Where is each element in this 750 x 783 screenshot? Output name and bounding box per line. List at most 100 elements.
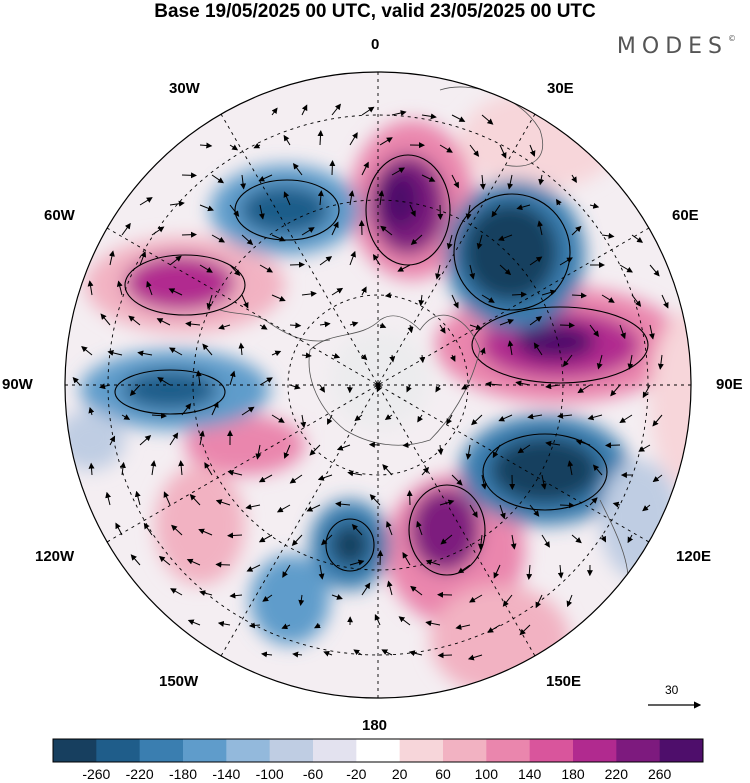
wind-arrow <box>349 132 358 146</box>
wind-arrow <box>510 534 517 550</box>
wind-arrow <box>331 594 343 600</box>
wind-arrow <box>537 220 544 236</box>
wind-arrow <box>227 532 243 539</box>
wind-arrow <box>121 414 131 420</box>
wind-arrow <box>306 504 321 512</box>
colorbar-swatch <box>183 739 227 762</box>
wind-arrow <box>331 103 341 116</box>
wind-arrow <box>435 264 441 280</box>
wind-arrow <box>87 280 94 296</box>
lon-label-60e: 60E <box>672 207 699 224</box>
wind-arrow <box>391 167 405 176</box>
lon-label-150e: 150E <box>546 673 582 690</box>
colorbar <box>52 738 704 763</box>
wind-arrow <box>88 406 95 416</box>
wind-arrow <box>592 464 603 476</box>
wind-arrow <box>571 534 582 544</box>
colorbar-tick-label: 60 <box>435 766 451 782</box>
wind-arrow <box>446 414 453 425</box>
wind-arrow <box>259 377 273 386</box>
wind-arrow <box>248 622 261 629</box>
wind-arrow <box>612 501 621 508</box>
wind-arrow <box>469 504 478 518</box>
wind-arrow <box>331 287 344 296</box>
wind-arrow <box>323 650 333 657</box>
graticule <box>65 72 691 698</box>
wind-arrow <box>143 522 153 536</box>
wind-arrow <box>319 384 325 393</box>
wind-arrow <box>271 350 282 357</box>
lon-label-60w: 60W <box>44 207 75 224</box>
wind-arrow <box>146 280 153 296</box>
wind-arrow <box>292 651 303 658</box>
wind-arrow <box>318 564 325 580</box>
wind-arrow <box>349 321 359 328</box>
wind-arrow <box>631 234 644 243</box>
wind-arrow <box>211 234 226 243</box>
anomaly-field <box>65 72 691 698</box>
wind-arrow <box>169 432 179 446</box>
colorbar-swatch <box>573 739 617 762</box>
wind-arrow <box>451 294 459 309</box>
wind-arrow <box>169 347 183 356</box>
colorbar-tick-label: -140 <box>212 766 241 782</box>
wind-arrow <box>529 504 540 517</box>
colorbar-tick-label: 140 <box>517 766 542 782</box>
wind-arrow <box>652 474 663 483</box>
wind-arrow <box>347 470 363 477</box>
wind-arrow <box>202 343 213 356</box>
wind-arrow <box>381 649 393 656</box>
wind-arrow <box>109 435 116 446</box>
wind-arrow <box>158 555 171 566</box>
wind-arrow <box>81 346 93 356</box>
wind-arrow <box>421 174 436 182</box>
wind-arrow <box>386 580 393 596</box>
colorbar-swatch <box>96 739 141 762</box>
wind-arrow <box>457 564 471 574</box>
wind-arrow <box>301 227 315 236</box>
wind-arrow <box>385 520 393 536</box>
colorbar-tick-label: -260 <box>82 766 111 782</box>
wind-arrow <box>139 251 147 266</box>
wind-arrow <box>349 250 356 266</box>
wind-arrow <box>540 474 547 490</box>
wind-arrow <box>529 144 536 157</box>
wind-arrow <box>610 384 621 397</box>
wind-arrow <box>379 322 387 329</box>
wind-arrow <box>507 174 514 190</box>
colorbar-swatch <box>356 739 401 762</box>
wind-arrow <box>416 520 423 536</box>
wind-arrow <box>314 622 321 629</box>
wind-arrow <box>389 354 396 363</box>
wind-arrow <box>406 384 412 393</box>
wind-arrow <box>151 412 167 419</box>
wind-arrow <box>642 384 651 399</box>
wind-arrow <box>529 256 543 266</box>
wind-arrow <box>245 503 261 510</box>
wind-arrow <box>410 585 423 596</box>
wind-arrow <box>649 264 660 277</box>
wind-arrow <box>600 534 607 543</box>
wind-arrow <box>331 221 339 236</box>
lon-label-150w: 150W <box>159 673 199 690</box>
wind-arrow <box>461 384 471 390</box>
lon-label-90e: 90E <box>716 376 743 393</box>
wind-arrow <box>171 524 183 536</box>
wind-arrow <box>319 321 331 328</box>
wind-arrow <box>601 232 615 239</box>
wind-arrow <box>121 222 131 236</box>
wind-arrow <box>199 142 213 149</box>
wind-arrow <box>469 144 480 157</box>
wind-arrow <box>451 174 459 189</box>
lon-label-120e: 120E <box>676 548 712 565</box>
wind-arrow <box>301 352 312 359</box>
chart-title: Base 19/05/2025 00 UTC, valid 23/05/2025… <box>154 1 596 22</box>
wind-arrow <box>465 204 472 220</box>
wind-arrow <box>289 474 303 484</box>
wind-arrow <box>241 294 249 309</box>
wind-arrow <box>259 264 273 273</box>
wind-arrow <box>409 204 416 217</box>
wind-arrow <box>291 534 303 547</box>
wind-arrow <box>289 322 302 329</box>
wind-arrow <box>185 321 201 327</box>
